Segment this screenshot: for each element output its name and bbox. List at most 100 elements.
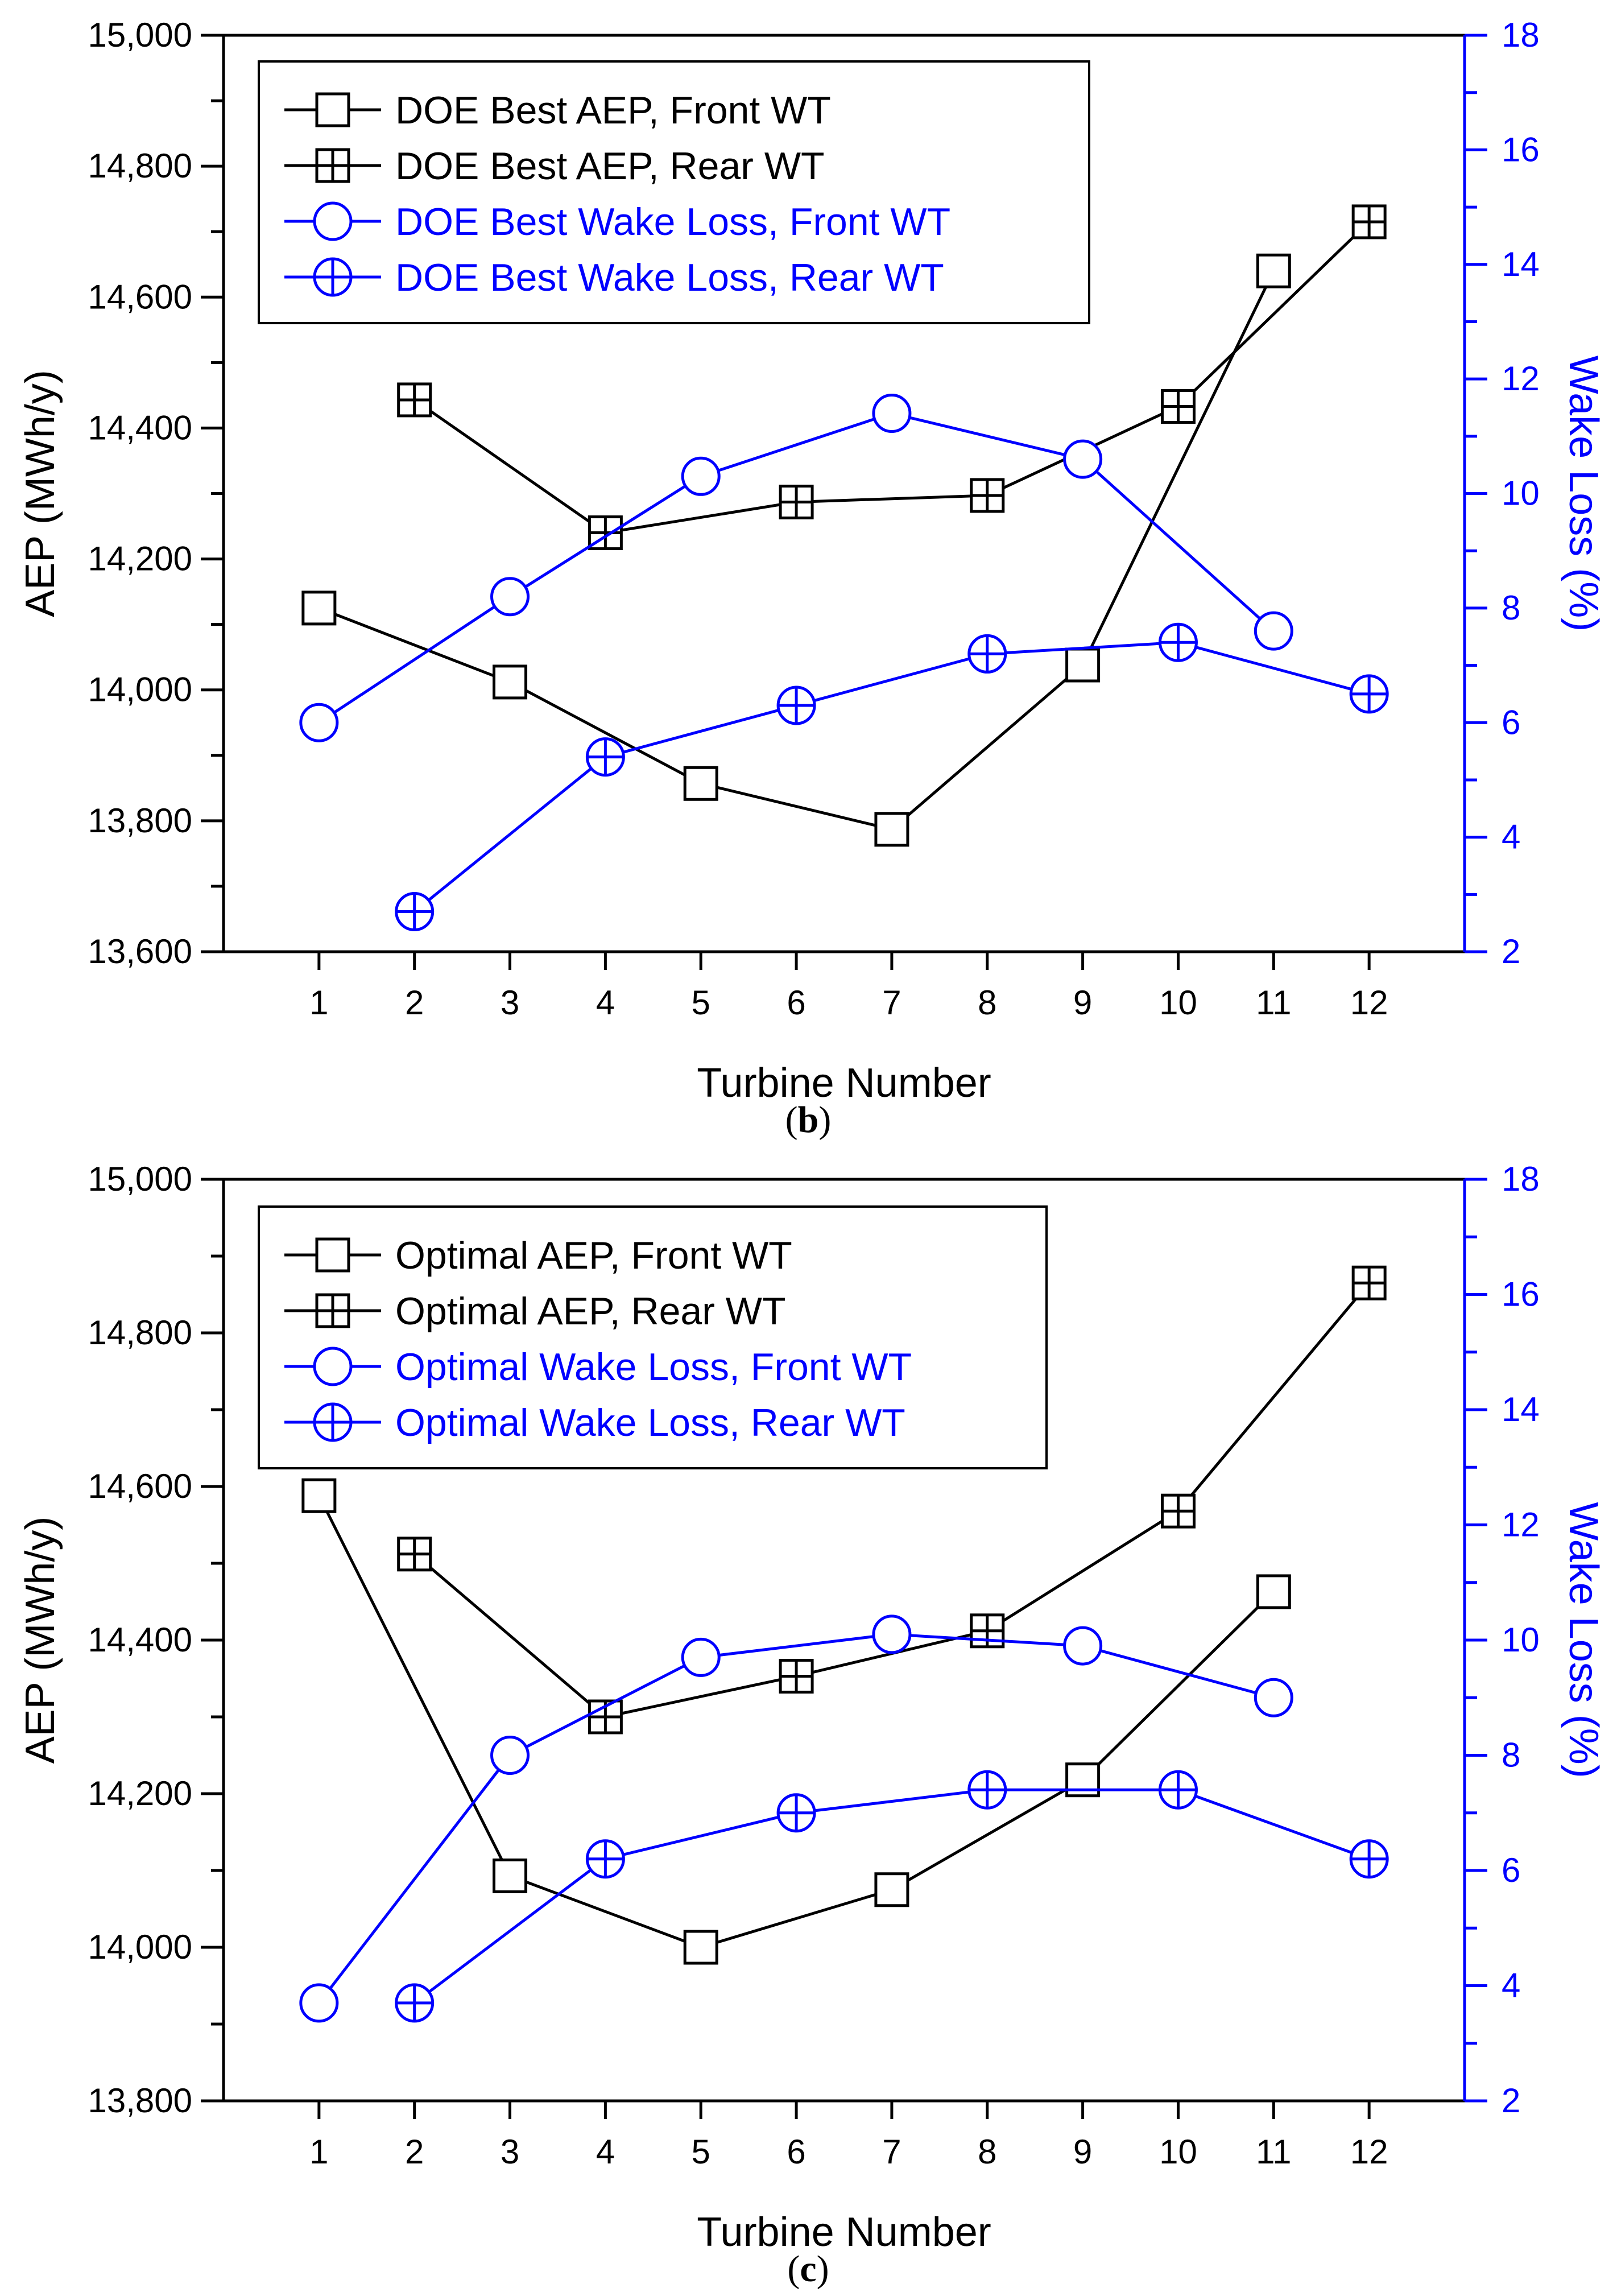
legend-label: DOE Best Wake Loss, Rear WT: [395, 256, 944, 299]
data-point: [490, 1736, 530, 1775]
data-point: [681, 1637, 721, 1677]
data-point: [301, 1478, 337, 1513]
x-tick-label: 8: [978, 984, 996, 1022]
x-axis-title: Turbine Number: [697, 1060, 991, 1106]
data-point: [874, 812, 909, 847]
x-tick-label: 10: [1159, 984, 1197, 1022]
data-point: [872, 1614, 912, 1654]
data-point: [1065, 647, 1101, 683]
x-tick-label: 2: [405, 2133, 424, 2171]
y-tick-label: 14,000: [88, 671, 192, 709]
y-tick-label: 14,600: [88, 278, 192, 316]
y2-tick-label: 6: [1502, 703, 1520, 741]
x-tick-label: 9: [1073, 2133, 1092, 2171]
y2-tick-label: 18: [1502, 16, 1540, 54]
caption-letter: c: [800, 2248, 816, 2290]
y2-tick-label: 6: [1502, 1851, 1520, 1889]
series-line: [318, 270, 1275, 831]
y2-axis-title: Wake Loss (%): [1561, 1502, 1606, 1778]
chart-panel-c: 1 2 3 4 5 6 7 8 9 10 11 1213,80014,00014,20014,4001…: [18, 1160, 1606, 2290]
x-tick-label: 11: [1256, 984, 1291, 1022]
legend: DOE Best AEP, Front WT DOE Best AEP, Rear…: [258, 60, 1090, 324]
x-tick-label: 1: [309, 2133, 328, 2171]
legend-label: DOE Best AEP, Front WT: [395, 89, 831, 132]
x-tick-label: 5: [692, 2133, 710, 2171]
figure-caption: (b): [785, 1099, 832, 1141]
y2-tick-label: 16: [1502, 1275, 1540, 1314]
legend-label: Optimal AEP, Front WT: [395, 1234, 792, 1277]
series-line: [413, 641, 1370, 913]
legend-label: DOE Best Wake Loss, Front WT: [395, 200, 950, 243]
x-tick-label: 10: [1159, 2133, 1197, 2171]
data-point: [681, 456, 721, 496]
y2-tick-label: 8: [1502, 1736, 1520, 1774]
legend-label: Optimal Wake Loss, Rear WT: [395, 1401, 905, 1444]
series-2: [299, 394, 1293, 742]
data-point: [493, 664, 528, 700]
x-tick-label: 6: [787, 984, 805, 1022]
y2-tick-label: 4: [1502, 1967, 1520, 2005]
x-tick-label: 3: [501, 984, 519, 1022]
x-tick-label: 5: [692, 984, 710, 1022]
y-tick-label: 15,000: [88, 1160, 192, 1198]
y-tick-label: 14,400: [88, 408, 192, 447]
y2-axis-title: Wake Loss (%): [1561, 356, 1606, 631]
x-tick-label: 9: [1073, 984, 1092, 1022]
data-point: [683, 766, 718, 801]
data-point: [874, 1872, 909, 1907]
data-point: [490, 577, 530, 617]
data-point: [1254, 1678, 1293, 1717]
y2-tick-label: 4: [1502, 818, 1520, 856]
data-point: [299, 1983, 339, 2023]
y-tick-label: 14,400: [88, 1621, 192, 1659]
x-tick-label: 6: [787, 2133, 805, 2171]
x-tick-label: 11: [1256, 2133, 1291, 2171]
y-tick-label: 13,800: [88, 2082, 192, 2120]
y-axis-title: AEP (MWh/y): [18, 1517, 63, 1764]
data-point: [683, 1930, 718, 1965]
x-tick-label: 4: [596, 984, 615, 1022]
legend-marker: [313, 201, 353, 241]
legend-box: [258, 1205, 1048, 1469]
y2-tick-label: 14: [1502, 245, 1540, 283]
caption-letter: b: [798, 1099, 819, 1141]
legend-marker: [315, 1237, 350, 1273]
y2-tick-label: 14: [1502, 1390, 1540, 1428]
x-tick-label: 7: [882, 2133, 901, 2171]
series-3: [395, 622, 1389, 932]
y2-tick-label: 10: [1502, 474, 1540, 513]
series-line: [317, 1495, 1275, 1949]
series-1: [397, 204, 1387, 551]
y2-tick-label: 12: [1502, 360, 1540, 398]
y-tick-label: 13,600: [88, 932, 192, 971]
y-axis-title: AEP (MWh/y): [18, 370, 63, 617]
y2-tick-label: 2: [1502, 932, 1520, 971]
data-point: [1063, 439, 1103, 479]
data-point: [1063, 1626, 1103, 1666]
y-tick-label: 14,600: [88, 1467, 192, 1505]
data-point: [493, 1858, 528, 1893]
x-tick-label: 2: [405, 984, 424, 1022]
y2-tick-label: 2: [1502, 2082, 1520, 2120]
series-line: [413, 221, 1370, 535]
y-tick-label: 14,000: [88, 1928, 192, 1966]
data-point: [301, 590, 337, 626]
chart-panel-b: 1 2 3 4 5 6 7 8 9 10 11 1213,60013,80014,00014,2001…: [18, 16, 1606, 1141]
x-tick-label: 7: [882, 984, 901, 1022]
x-tick-label: 3: [501, 2133, 519, 2171]
data-point: [1256, 1574, 1291, 1609]
legend-label: Optimal Wake Loss, Front WT: [395, 1345, 912, 1389]
y2-tick-label: 18: [1502, 1160, 1540, 1198]
y-tick-label: 15,000: [88, 16, 192, 54]
data-point: [299, 703, 339, 742]
series-line: [318, 411, 1275, 724]
legend-marker: [315, 92, 350, 127]
legend-box: [258, 60, 1090, 324]
data-point: [1254, 611, 1293, 651]
data-point: [872, 394, 912, 433]
data-point: [1256, 253, 1291, 288]
y2-tick-label: 12: [1502, 1506, 1540, 1544]
y-tick-label: 13,800: [88, 802, 192, 840]
x-tick-label: 1: [309, 984, 328, 1022]
